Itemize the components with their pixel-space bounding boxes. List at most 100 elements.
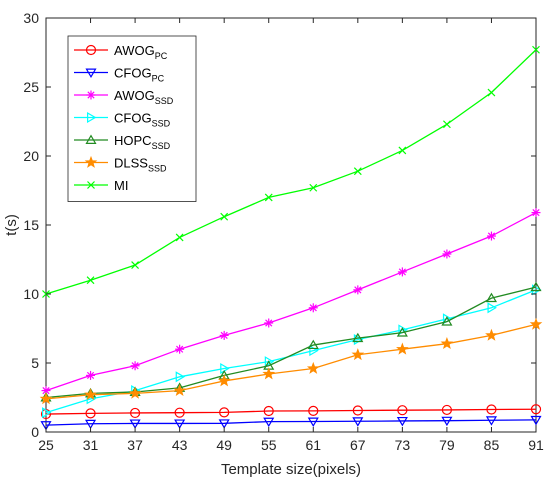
x-axis: 25 31 37 43 49 55 61 67 73 79 85 91	[38, 18, 544, 453]
data-point-dlss-ssd	[351, 348, 365, 361]
data-point-cfog-ssd	[487, 302, 497, 314]
series-line-awog-ssd	[45, 212, 537, 392]
x-tick-label: 79	[439, 437, 455, 453]
legend-marker	[85, 44, 97, 56]
data-point-dlss-ssd	[529, 317, 543, 330]
data-point-awog-pc	[397, 405, 408, 416]
legend-label-name: AWOG	[114, 43, 155, 58]
data-point-hopc-ssd	[352, 332, 364, 343]
data-point-dlss-ssd	[173, 383, 186, 396]
legend-label: AWOGSSD	[114, 88, 174, 106]
data-point-cfog-pc	[84, 419, 97, 430]
data-point-awog-pc	[174, 407, 185, 418]
data-point-awog-ssd	[531, 208, 541, 218]
legend-marker	[87, 111, 97, 124]
data-point-cfog-pc	[485, 416, 498, 426]
legend-marker	[86, 90, 96, 100]
data-point-awog-ssd	[486, 231, 496, 241]
legend-label: MI	[114, 178, 128, 193]
series-line-dlss-ssd	[45, 323, 537, 400]
y-axis-label: t(s)	[3, 214, 20, 236]
data-point-dlss-ssd	[84, 388, 97, 401]
series-line-hopc-ssd	[45, 286, 537, 399]
x-tick-label: 31	[83, 437, 99, 453]
data-point-hopc-ssd	[441, 316, 453, 326]
data-point-cfog-pc	[218, 419, 230, 429]
series-line-mi	[45, 49, 537, 295]
data-point-mi	[264, 193, 273, 202]
series-line-awog-pc	[45, 408, 537, 415]
data-point-awog-ssd	[175, 344, 185, 354]
data-point-cfog-pc	[441, 416, 453, 427]
legend-label-subscript: PC	[155, 51, 168, 61]
legend-entry-mi: MI	[74, 178, 128, 193]
legend-label-name: CFOG	[114, 111, 152, 126]
data-point-cfog-pc	[174, 419, 186, 429]
data-point-cfog-pc	[307, 417, 319, 427]
legend-label-subscript: SSD	[148, 164, 167, 174]
data-point-mi	[309, 183, 318, 192]
legend-marker	[85, 68, 97, 78]
data-point-cfog-pc	[263, 417, 275, 428]
data-point-awog-pc	[486, 404, 497, 415]
legend-label-subscript: SSD	[152, 141, 171, 151]
legend-label-name: CFOG	[114, 66, 152, 81]
legend-entry-cfog-pc: CFOGPC	[74, 66, 165, 84]
x-tick-label: 67	[350, 437, 366, 453]
data-point-awog-pc	[308, 405, 319, 416]
data-point-awog-ssd	[130, 361, 140, 371]
data-point-cfog-pc	[530, 415, 542, 426]
y-tick-label: 20	[23, 148, 39, 164]
data-point-cfog-pc	[396, 416, 408, 427]
y-tick-label: 10	[23, 286, 39, 302]
data-point-dlss-ssd	[440, 337, 454, 350]
data-point-mi	[487, 88, 496, 97]
x-tick-label: 55	[261, 437, 277, 453]
x-tick-label: 85	[484, 437, 500, 453]
data-point-awog-ssd	[442, 249, 452, 259]
legend-label-name: MI	[114, 178, 128, 193]
legend-entry-cfog-ssd: CFOGSSD	[74, 111, 171, 129]
series-awog-pc	[40, 404, 542, 420]
series-mi	[42, 45, 540, 298]
data-point-cfog-pc	[40, 421, 52, 431]
legend-entry-awog-ssd: AWOGSSD	[74, 88, 174, 106]
data-point-hopc-ssd	[530, 281, 542, 292]
x-axis-label: Template size(pixels)	[221, 461, 361, 478]
legend-entry-dlss-ssd: DLSSSSD	[74, 156, 167, 174]
data-point-hopc-ssd	[485, 292, 498, 303]
x-tick-label: 73	[395, 437, 411, 453]
legend-label-subscript: SSD	[152, 119, 171, 129]
legend-entry-hopc-ssd: HOPCSSD	[74, 133, 171, 151]
data-point-dlss-ssd	[396, 342, 409, 355]
data-point-awog-ssd	[86, 370, 96, 380]
legend: AWOGPCCFOGPCAWOGSSDCFOGSSDHOPCSSDDLSSSSD…	[67, 35, 197, 202]
y-axis: 0 5 10 15 20 25 30	[23, 10, 536, 440]
x-tick-label: 61	[305, 437, 321, 453]
data-point-dlss-ssd	[485, 328, 498, 341]
data-point-cfog-pc	[352, 417, 364, 427]
data-point-mi	[220, 212, 229, 221]
x-tick-label: 37	[127, 437, 143, 453]
data-point-awog-pc	[441, 404, 453, 416]
y-tick-label: 15	[23, 217, 39, 233]
x-tick-label: 91	[528, 437, 544, 453]
y-tick-label: 25	[23, 79, 39, 95]
data-point-cfog-ssd	[175, 371, 186, 383]
x-tick-label: 25	[38, 437, 54, 453]
legend-label: DLSSSSD	[114, 156, 167, 174]
data-point-mi	[86, 276, 95, 285]
data-point-awog-pc	[219, 407, 230, 418]
legend-label: CFOGSSD	[114, 111, 171, 129]
data-point-dlss-ssd	[262, 367, 276, 380]
data-point-mi	[353, 167, 362, 176]
series-dlss-ssd	[39, 317, 543, 405]
legend-label-name: HOPC	[114, 133, 152, 148]
series-cfog-pc	[40, 415, 542, 431]
data-point-cfog-pc	[129, 419, 141, 429]
x-tick-label: 43	[172, 437, 188, 453]
legend-label-name: DLSS	[114, 156, 148, 171]
legend-entry-awog-pc: AWOGPC	[74, 43, 168, 61]
legend-marker	[84, 155, 98, 168]
